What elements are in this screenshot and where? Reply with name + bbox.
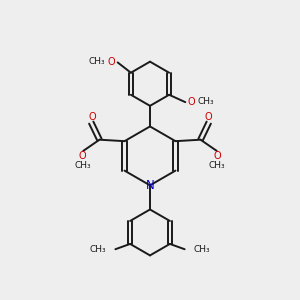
Text: N: N — [146, 179, 154, 192]
Text: CH₃: CH₃ — [90, 245, 106, 254]
Text: CH₃: CH₃ — [74, 160, 91, 169]
Text: O: O — [88, 112, 96, 122]
Text: O: O — [204, 112, 212, 122]
Text: O: O — [79, 151, 86, 161]
Text: CH₃: CH₃ — [89, 57, 106, 66]
Text: O: O — [188, 97, 195, 106]
Text: CH₃: CH₃ — [194, 245, 210, 254]
Text: CH₃: CH₃ — [209, 160, 226, 169]
Text: CH₃: CH₃ — [197, 97, 214, 106]
Text: O: O — [108, 56, 116, 67]
Text: O: O — [214, 151, 221, 161]
